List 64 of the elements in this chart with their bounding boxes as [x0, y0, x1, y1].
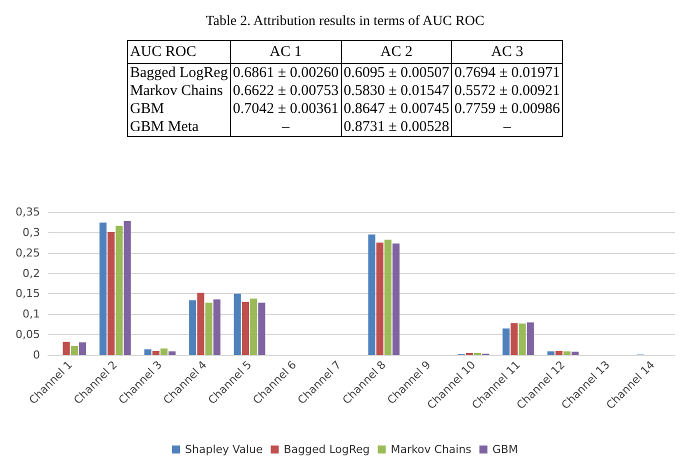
text: –	[282, 119, 290, 135]
bar	[547, 351, 554, 355]
category-label: AC 3	[452, 40, 563, 64]
legend-label: Markov Chains	[390, 443, 472, 456]
category-label: GBM Meta	[130, 119, 199, 135]
y-tick-label: 0,05	[16, 328, 40, 342]
text: 0.7042 ± 0.00361	[232, 101, 339, 117]
text: 0.5572 ± 0.00921	[454, 83, 560, 99]
y-tick-label: 0,2	[22, 266, 40, 280]
legend-label: Bagged LogReg	[284, 443, 370, 456]
y-tick-label: 0,25	[16, 246, 40, 260]
bar	[100, 222, 107, 355]
bar	[572, 352, 579, 355]
category-label: Markov Chains	[130, 83, 223, 99]
bar	[160, 348, 168, 355]
category-label: GBM	[130, 101, 164, 117]
text: 0.7759 ± 0.00986	[454, 101, 560, 117]
bar	[144, 349, 152, 355]
bar	[79, 342, 86, 355]
bar	[555, 350, 563, 355]
category-label: AC 1	[230, 40, 342, 64]
bar	[62, 342, 70, 355]
category-label: AC 2	[341, 40, 452, 64]
bar	[502, 328, 510, 355]
bar	[376, 242, 384, 355]
text: 0.7694 ± 0.01971	[454, 65, 560, 81]
bar	[116, 226, 123, 355]
bar	[242, 302, 250, 355]
y-tick-label: 0,1	[22, 308, 40, 321]
text: 0.6095 ± 0.00507	[344, 65, 450, 81]
bar	[250, 298, 258, 355]
bar	[205, 302, 212, 355]
bar	[258, 302, 266, 355]
bar	[152, 350, 160, 355]
text: 0.5830 ± 0.01547	[344, 83, 450, 99]
y-tick-label: 0,15	[16, 287, 40, 300]
bar	[213, 299, 220, 355]
bar	[564, 351, 571, 355]
text: –	[503, 119, 511, 135]
category-label: Bagged LogReg	[130, 65, 228, 81]
bar	[392, 243, 400, 355]
text: Table 2. Attribution results in terms of AUC ROC	[204, 14, 486, 30]
text: AUC ROC	[127, 40, 230, 64]
bar	[124, 220, 131, 355]
bar	[368, 234, 376, 355]
y-tick-label: 0,3	[22, 226, 40, 239]
bar	[518, 324, 526, 355]
bar	[234, 294, 241, 355]
text: 0.8647 ± 0.00745	[344, 101, 450, 117]
text: 0.6622 ± 0.00753	[232, 83, 339, 99]
bar	[384, 240, 392, 355]
text: 0.6861 ± 0.00260	[232, 65, 339, 81]
y-tick-label: 0,35	[16, 206, 40, 218]
y-tick-label: 0	[33, 348, 40, 362]
text: 0.8731 ± 0.00528	[344, 119, 450, 135]
bar	[168, 351, 176, 355]
legend-label: Shapley Value	[185, 443, 263, 456]
bar	[510, 323, 518, 355]
bar	[189, 300, 196, 355]
bar	[70, 346, 78, 355]
bar	[197, 292, 204, 355]
bar	[526, 322, 534, 355]
legend-label: GBM	[492, 443, 518, 456]
bar	[108, 232, 115, 355]
